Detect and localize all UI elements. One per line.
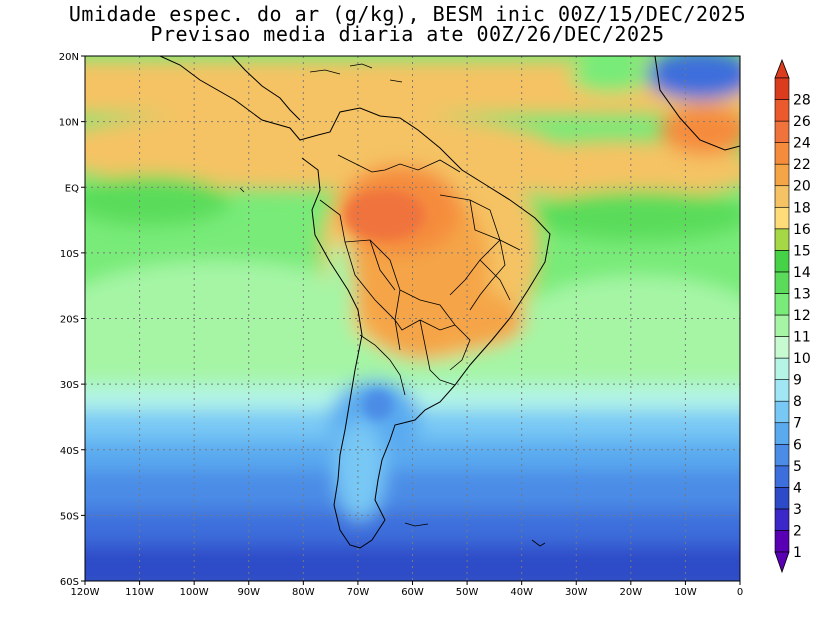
lon-tick-label: 50W bbox=[456, 587, 479, 598]
colorbar-level-label: 2 bbox=[793, 523, 802, 539]
lat-tick-label: 20S bbox=[60, 315, 79, 326]
colorbar-level-label: 9 bbox=[793, 373, 802, 389]
colorbar-swatch bbox=[774, 465, 790, 488]
colorbar-swatch bbox=[774, 142, 790, 165]
colorbar-swatch bbox=[774, 163, 790, 187]
colorbar-level-label: 6 bbox=[793, 437, 802, 453]
lat-tick-label: 60S bbox=[60, 577, 79, 588]
lon-tick-label: 30W bbox=[565, 587, 588, 598]
lon-tick-label: 0 bbox=[737, 587, 743, 598]
lon-tick-label: 110W bbox=[125, 587, 154, 598]
colorbar-min-arrow bbox=[774, 551, 790, 574]
colorbar-level-label: 3 bbox=[793, 502, 802, 518]
colorbar-swatch bbox=[774, 228, 790, 251]
coastlines bbox=[159, 56, 740, 549]
colorbar-level-label: 18 bbox=[793, 200, 811, 216]
colorbar-level-label: 22 bbox=[793, 157, 811, 173]
colorbar-level-label: 8 bbox=[793, 394, 802, 410]
colorbar-level-label: 28 bbox=[793, 93, 811, 109]
colorbar-swatch bbox=[774, 530, 790, 553]
colorbar-level-label: 15 bbox=[793, 243, 811, 259]
lon-tick-label: 120W bbox=[71, 587, 100, 598]
colorbar-swatch bbox=[774, 77, 790, 100]
map-subtitle: Previsao media diaria ate 00Z/26/DEC/202… bbox=[150, 22, 665, 46]
colorbar-level-label: 12 bbox=[793, 308, 811, 324]
lat-tick-label: 40S bbox=[60, 446, 79, 457]
lat-tick-label: 10N bbox=[59, 118, 79, 129]
lat-tick-label: EQ bbox=[65, 183, 79, 194]
colorbar-level-label: 10 bbox=[793, 351, 811, 367]
lon-tick-label: 100W bbox=[180, 587, 209, 598]
colorbar-level-label: 16 bbox=[793, 222, 811, 238]
colorbar-swatch bbox=[774, 443, 790, 467]
colorbar-swatch bbox=[774, 508, 790, 531]
colorbar-level-label: 5 bbox=[793, 459, 802, 475]
colorbar-swatch bbox=[774, 293, 790, 316]
colorbar-swatch bbox=[774, 336, 790, 359]
grid-lines bbox=[85, 56, 740, 581]
colorbar-swatch bbox=[774, 250, 790, 273]
colorbar-swatch bbox=[774, 314, 790, 337]
colorbar-swatch bbox=[774, 206, 790, 230]
colorbar-swatch bbox=[774, 271, 790, 294]
colorbar-level-label: 7 bbox=[793, 416, 802, 432]
lat-tick-label: 50S bbox=[60, 511, 79, 522]
colorbar-swatch bbox=[774, 379, 790, 402]
map-title: Umidade espec. do ar (g/kg), BESM inic 0… bbox=[68, 2, 747, 26]
lon-tick-label: 60W bbox=[401, 587, 424, 598]
colorbar-level-label: 14 bbox=[793, 265, 811, 281]
colorbar-level-label: 20 bbox=[793, 179, 811, 195]
lon-tick-label: 80W bbox=[292, 587, 315, 598]
colorbar-max-arrow bbox=[774, 58, 790, 79]
colorbar-swatch bbox=[774, 422, 790, 445]
colorbar-level-label: 4 bbox=[793, 480, 802, 496]
country-borders bbox=[319, 154, 521, 396]
colorbar-swatch bbox=[774, 400, 790, 424]
lat-tick-label: 30S bbox=[60, 380, 79, 391]
colorbar-level-label: 13 bbox=[793, 286, 811, 302]
colorbar-swatch bbox=[774, 487, 790, 510]
colorbar-level-label: 11 bbox=[793, 330, 811, 346]
lon-tick-label: 40W bbox=[510, 587, 533, 598]
lon-tick-label: 20W bbox=[620, 587, 643, 598]
islands bbox=[239, 63, 546, 547]
colorbar-level-label: 26 bbox=[793, 114, 811, 130]
lon-tick-label: 90W bbox=[237, 587, 260, 598]
colorbar-swatch bbox=[774, 185, 790, 208]
lat-tick-label: 10S bbox=[60, 249, 79, 260]
colorbar-swatch bbox=[774, 120, 790, 143]
colorbar-swatch bbox=[774, 99, 790, 122]
colorbar-level-label: 24 bbox=[793, 136, 811, 152]
lon-tick-label: 10W bbox=[674, 587, 697, 598]
humidity-field bbox=[85, 56, 740, 581]
lat-tick-label: 20N bbox=[59, 52, 79, 63]
colorbar-level-label: 1 bbox=[793, 545, 802, 561]
lon-tick-label: 70W bbox=[347, 587, 370, 598]
colorbar-swatch bbox=[774, 357, 790, 380]
